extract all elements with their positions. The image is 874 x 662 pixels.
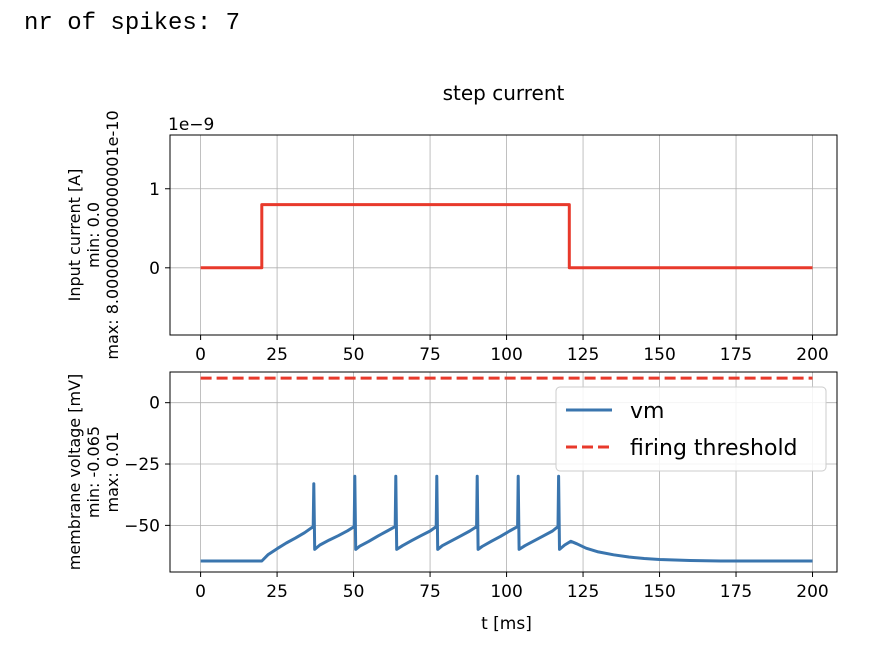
x-tick-label: 125 <box>567 345 599 365</box>
x-tick-label: 75 <box>419 582 441 602</box>
y-axis-label-line: min: 0.0 <box>84 202 103 268</box>
axes-frame <box>169 371 838 573</box>
legend-box <box>555 386 827 472</box>
y-axis-label-line: max: 8.000000000000001e-10 <box>103 110 122 359</box>
y-tick-label: 0 <box>149 259 160 279</box>
legend-label: firing threshold <box>630 436 798 461</box>
x-tick-label: 200 <box>796 582 828 602</box>
axes-2: 0 25 50 75 100 125 150 175 200 0 −25 −50 t [ms] membr… <box>65 371 838 634</box>
spike-count-output: nr of spikes: 7 <box>24 10 241 37</box>
y-tick-label: −50 <box>124 516 160 536</box>
axes-1: 0 25 50 75 100 125 150 175 200 0 1 step current 1e−9… <box>65 81 838 365</box>
x-tick-label: 175 <box>720 345 752 365</box>
y-axis-label-line: max: 0.01 <box>103 432 122 513</box>
y-axis-label-line: min: -0.065 <box>84 426 103 518</box>
x-tick-label: 175 <box>720 582 752 602</box>
legend: vm firing threshold <box>555 386 827 472</box>
offset-label: 1e−9 <box>168 115 214 135</box>
x-tick-label: 150 <box>643 345 675 365</box>
chart-title: step current <box>443 81 565 105</box>
legend-label: vm <box>630 399 664 424</box>
x-tick-label: 0 <box>195 345 206 365</box>
y-axis-label-line: Input current [A] <box>65 169 84 302</box>
x-tick-label: 50 <box>343 582 365 602</box>
x-tick-label: 125 <box>567 582 599 602</box>
x-tick-label: 150 <box>643 582 675 602</box>
x-tick-label: 25 <box>266 582 288 602</box>
x-tick-label: 75 <box>419 345 441 365</box>
axes-frame <box>169 134 838 336</box>
y-tick-label: 1 <box>149 180 160 200</box>
series-line-1 <box>200 203 813 270</box>
x-tick-label: 50 <box>343 345 365 365</box>
x-tick-label: 100 <box>490 345 522 365</box>
y-axis-label-line: membrane voltage [mV] <box>65 374 84 571</box>
y-tick-label: 0 <box>149 394 160 414</box>
x-tick-label: 0 <box>195 582 206 602</box>
x-axis-label: t [ms] <box>481 614 532 634</box>
y-tick-label: −25 <box>124 455 160 475</box>
x-tick-label: 200 <box>796 345 828 365</box>
x-tick-label: 25 <box>266 345 288 365</box>
series-line-vm <box>200 474 813 563</box>
x-tick-label: 100 <box>490 582 522 602</box>
